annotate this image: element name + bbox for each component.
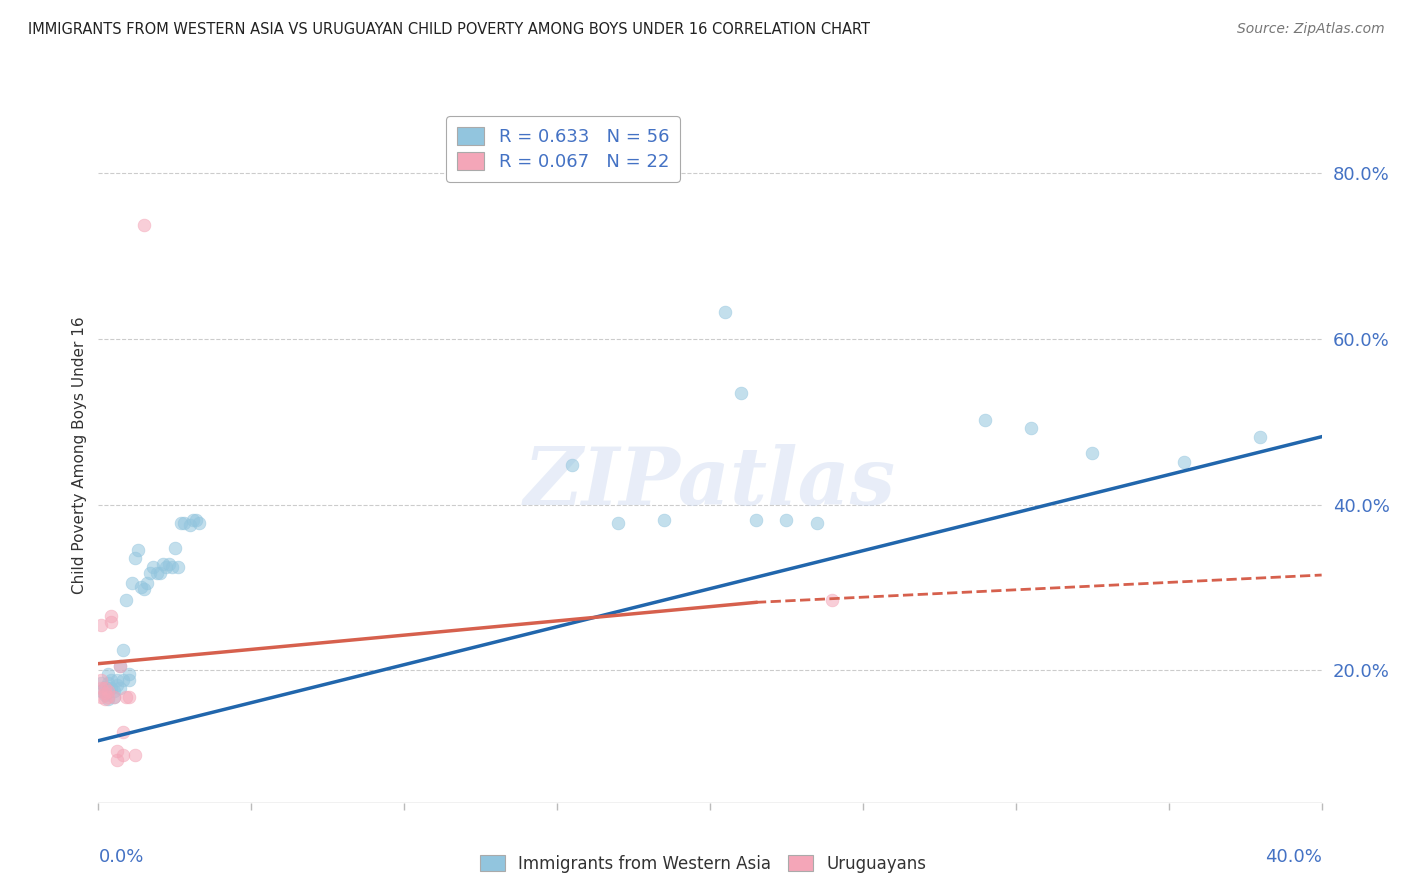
Text: 0.0%: 0.0% [98,848,143,866]
Point [105,744,128,758]
Point [105,678,128,692]
Point [115,690,138,704]
Point [108,681,131,696]
Point [100,673,122,688]
Point [118,667,141,681]
Point [100,615,122,630]
Point [118,673,141,688]
Y-axis label: Child Poverty Among Boys Under 16: Child Poverty Among Boys Under 16 [72,316,87,594]
Point [118,690,141,704]
Point [173,516,195,530]
Point [97,675,120,690]
Point [111,673,134,688]
Point [561,458,583,472]
Point [127,543,149,558]
Point [821,592,844,607]
Point [93,692,115,706]
Point [775,512,797,526]
Point [97,684,120,698]
Point [134,582,156,596]
Point [121,576,143,591]
Point [1173,454,1195,468]
Point [90,673,112,688]
Point [1019,421,1042,435]
Point [111,747,134,762]
Point [1081,446,1104,460]
Point [103,684,125,698]
Point [157,558,180,572]
Point [1249,430,1271,444]
Point [97,667,120,681]
Point [170,516,193,530]
Legend: R = 0.633   N = 56, R = 0.067   N = 22: R = 0.633 N = 56, R = 0.067 N = 22 [446,116,681,182]
Point [145,566,167,580]
Point [167,559,190,574]
Point [90,681,112,696]
Text: Source: ZipAtlas.com: Source: ZipAtlas.com [1237,22,1385,37]
Point [90,684,112,698]
Point [90,690,112,704]
Point [152,558,174,572]
Point [100,609,122,624]
Point [111,642,134,657]
Text: 40.0%: 40.0% [1265,848,1322,866]
Point [124,551,146,566]
Point [181,512,204,526]
Point [607,516,630,530]
Point [111,725,134,739]
Point [100,681,122,696]
Point [108,659,131,673]
Point [142,559,165,574]
Point [160,559,183,574]
Point [103,690,125,704]
Point [155,559,177,574]
Point [90,675,112,690]
Point [163,541,186,555]
Text: ZIPatlas: ZIPatlas [524,444,896,522]
Point [806,516,828,530]
Point [90,617,112,632]
Text: IMMIGRANTS FROM WESTERN ASIA VS URUGUAYAN CHILD POVERTY AMONG BOYS UNDER 16 CORR: IMMIGRANTS FROM WESTERN ASIA VS URUGUAYA… [28,22,870,37]
Point [105,753,128,767]
Point [97,692,120,706]
Point [97,684,120,698]
Point [974,413,997,427]
Point [136,576,159,591]
Point [93,688,115,702]
Point [134,218,156,232]
Point [186,512,208,526]
Point [103,690,125,704]
Point [730,385,752,400]
Point [97,690,120,704]
Point [714,305,737,319]
Point [105,673,128,688]
Point [188,516,211,530]
Point [745,512,768,526]
Point [652,512,675,526]
Point [93,686,115,700]
Point [139,566,162,580]
Point [129,581,152,595]
Point [108,659,131,673]
Point [179,518,201,533]
Point [124,747,146,762]
Point [93,680,115,694]
Point [115,592,138,607]
Point [149,566,172,580]
Legend: Immigrants from Western Asia, Uruguayans: Immigrants from Western Asia, Uruguayans [474,848,932,880]
Point [93,681,115,696]
